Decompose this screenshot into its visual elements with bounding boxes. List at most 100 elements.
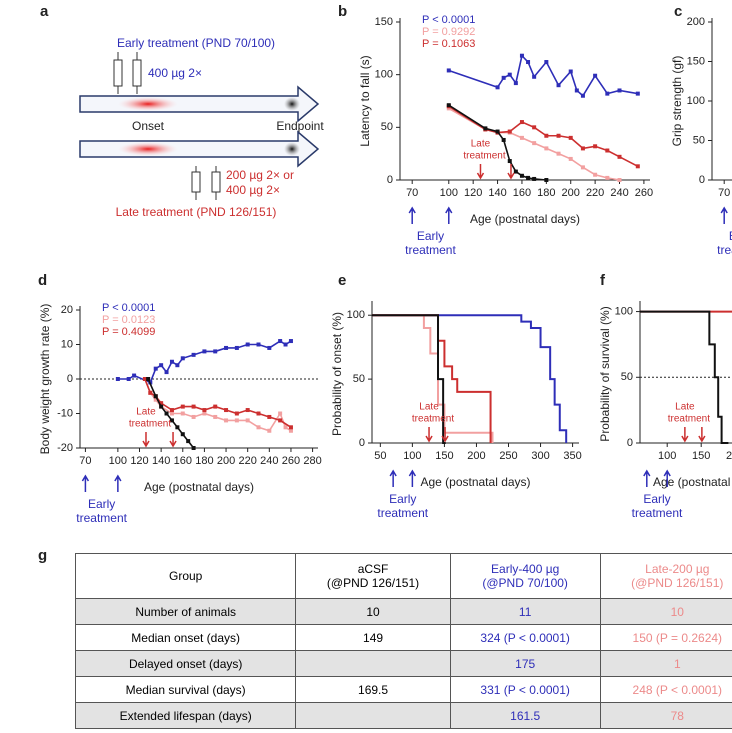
y-tick-label: 50	[381, 121, 393, 133]
early-treatment-label: Early	[729, 229, 732, 243]
early-arrow	[389, 469, 397, 487]
data-point	[153, 397, 158, 402]
late-treatment-label: Late	[675, 402, 695, 413]
x-tick-label: 70	[79, 455, 91, 467]
late-treatment-label: treatment	[463, 151, 505, 162]
late-treatment-label: treatment	[668, 414, 710, 425]
late-label: Late treatment (PND 126/151)	[116, 205, 277, 219]
y-tick-label: 200	[687, 16, 705, 28]
table-row: Extended lifespan (days) 161.5 78	[74, 702, 732, 729]
timeline-arrow	[79, 130, 320, 168]
series-line	[372, 314, 446, 444]
early-treatment-label: treatment	[632, 506, 683, 520]
data-point	[580, 165, 585, 170]
legend-label: P = 0.0123	[102, 314, 155, 326]
data-point	[234, 411, 239, 416]
data-point	[556, 133, 561, 138]
series-line	[372, 314, 568, 443]
late-arrow	[507, 164, 515, 180]
series-line	[448, 105, 639, 168]
data-point	[213, 349, 218, 354]
y-tick-label: 10	[61, 338, 73, 350]
data-point	[519, 135, 524, 140]
data-point	[202, 411, 207, 416]
series-line	[448, 104, 547, 181]
data-point	[159, 401, 164, 406]
data-point	[446, 68, 451, 73]
table-cell: 150 (P = 0.2624)	[599, 624, 732, 651]
early-arrow	[643, 469, 651, 487]
syringe	[191, 166, 221, 200]
header-cell: Early-400 µg (@PND 70/100)	[449, 553, 601, 599]
table-cell: 1	[599, 650, 732, 677]
data-point	[593, 73, 598, 78]
header-text: aCSF	[357, 562, 389, 576]
data-point	[507, 129, 512, 134]
data-point	[213, 404, 218, 409]
syringe	[113, 52, 142, 94]
early-treatment-label: Early	[417, 229, 444, 243]
data-point	[180, 432, 185, 437]
data-point	[267, 345, 272, 350]
data-point	[288, 425, 293, 430]
late-dose: 200 µg 2× or	[226, 168, 294, 182]
endpoint-glow	[284, 97, 300, 111]
data-point	[556, 151, 561, 156]
x-tick-label: 240	[260, 455, 278, 467]
early-treatment-label: Early	[389, 492, 416, 506]
table-cell: 175	[449, 650, 601, 677]
data-point	[153, 366, 158, 371]
early-treatment-label: treatment	[405, 243, 456, 257]
data-point	[568, 69, 573, 74]
x-tick-label: 200	[217, 455, 235, 467]
onset-label: Onset	[132, 119, 165, 133]
data-point	[507, 72, 512, 77]
early-label: Early treatment (PND 70/100)	[117, 36, 275, 50]
panel-label: e	[338, 272, 346, 289]
data-point	[224, 408, 229, 413]
series-line	[117, 340, 292, 384]
header-text: (@PND 70/100)	[482, 576, 568, 590]
onset-glow	[118, 142, 178, 156]
x-axis-label: Age (postnatal days)	[653, 475, 732, 489]
y-tick-label: 100	[375, 69, 393, 81]
data-point	[180, 404, 185, 409]
data-point	[169, 359, 174, 364]
endpoint-glow	[284, 142, 300, 156]
table-row: Median onset (days) 149 324 (P < 0.0001) 15…	[74, 624, 732, 651]
data-point	[142, 377, 147, 381]
data-point	[224, 418, 229, 423]
y-tick-label: 0	[387, 174, 393, 186]
early-arrow	[114, 474, 122, 492]
x-tick-label: 100	[440, 187, 458, 199]
data-point	[146, 377, 151, 381]
x-tick-label: 140	[152, 455, 170, 467]
table-row: Delayed onset (days) 175 1	[74, 650, 732, 677]
x-axis-label: Age (postnatal days)	[470, 212, 580, 226]
header-text: Early-400 µg	[491, 562, 560, 576]
series-line	[448, 54, 638, 97]
x-tick-label: 120	[130, 455, 148, 467]
data-point	[519, 53, 524, 58]
series-line	[640, 310, 729, 444]
data-point	[568, 156, 573, 161]
x-tick-label: 250	[499, 450, 517, 462]
y-tick-label: 50	[621, 371, 633, 383]
y-tick-label: -10	[57, 407, 73, 419]
data-point	[283, 342, 288, 347]
data-point	[164, 411, 169, 416]
y-tick-label: 50	[353, 373, 365, 385]
table-cell	[295, 702, 451, 729]
late-arrow	[476, 164, 485, 180]
data-point	[532, 141, 537, 146]
x-tick-label: 260	[635, 187, 653, 199]
table-row: Median survival (days) 169.5 331 (P < 0.00…	[74, 676, 732, 703]
late-treatment-label: treatment	[129, 419, 171, 430]
data-point	[169, 411, 174, 416]
early-treatment-label: Early	[88, 497, 115, 511]
data-point	[495, 85, 500, 90]
data-point	[580, 146, 585, 151]
x-tick-label: 180	[195, 455, 213, 467]
data-point	[115, 377, 120, 381]
